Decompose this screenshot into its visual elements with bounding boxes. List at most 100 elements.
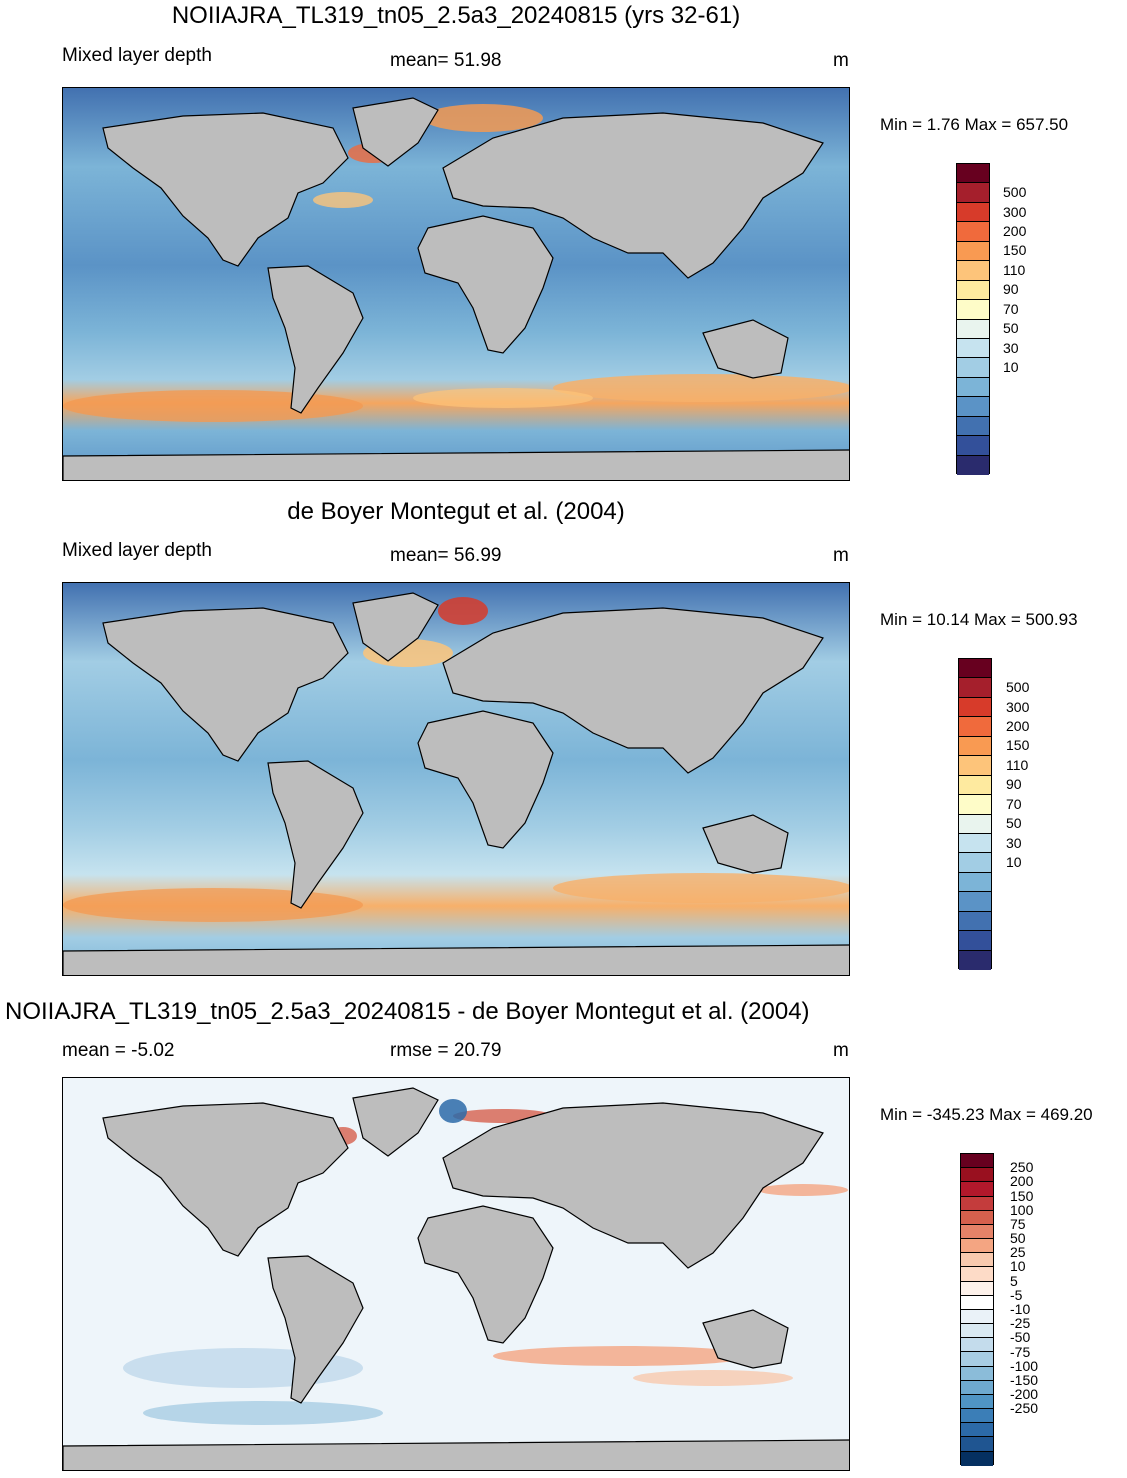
colorbar-swatch [961, 1281, 993, 1296]
panel1-gulf-stream [313, 192, 373, 208]
colorbar-tick-label: 50 [1003, 320, 1019, 337]
colorbar-tick-label: -200 [1010, 1386, 1039, 1403]
colorbar-swatch [957, 338, 989, 359]
colorbar-swatch [957, 397, 989, 417]
colorbar-tick-label: -250 [1010, 1400, 1039, 1417]
colorbar-tick-label: 10 [1006, 854, 1022, 871]
panel1-mean-label: mean= 51.98 [390, 50, 502, 71]
colorbar-swatch [957, 222, 989, 242]
colorbar-swatch [959, 833, 991, 854]
colorbar-swatch [957, 280, 989, 301]
colorbar-swatch [961, 1239, 993, 1254]
colorbar-tick-label: 500 [1003, 184, 1027, 201]
panel3-mean-label: mean = -5.02 [62, 1040, 175, 1061]
colorbar-swatch [961, 1168, 993, 1183]
colorbar-tick-label: 30 [1003, 339, 1019, 356]
colorbar-swatch [959, 853, 991, 873]
panel3-southern-negative [143, 1401, 383, 1425]
colorbar-swatch [961, 1154, 993, 1169]
colorbar-tick-label: 300 [1006, 698, 1030, 715]
colorbar-swatch [961, 1253, 993, 1268]
colorbar-swatch [961, 1366, 993, 1381]
colorbar-tick-label: 75 [1010, 1215, 1026, 1232]
colorbar-tick-label: 100 [1010, 1201, 1034, 1218]
panel3-colorbar [960, 1153, 994, 1466]
colorbar-swatch [961, 1267, 993, 1282]
colorbar-swatch [959, 717, 991, 737]
colorbar-swatch [959, 872, 991, 893]
colorbar-swatch [957, 183, 989, 203]
colorbar-swatch [959, 775, 991, 796]
colorbar-tick-label: 250 [1010, 1159, 1034, 1176]
panel3-south-indian-positive [493, 1346, 753, 1366]
colorbar-swatch [961, 1409, 993, 1424]
colorbar-tick-label: 110 [1003, 261, 1026, 278]
colorbar-tick-label: 70 [1006, 795, 1022, 812]
colorbar-swatch [957, 202, 989, 223]
panel2-minmax: Min = 10.14 Max = 500.93 [880, 610, 1078, 629]
colorbar-swatch [959, 814, 991, 834]
panel3-greenland-sea-negative [439, 1099, 467, 1123]
colorbar-tick-label: 25 [1010, 1244, 1026, 1261]
colorbar-tick-label: 5 [1010, 1272, 1018, 1289]
colorbar-swatch [959, 950, 991, 970]
colorbar-swatch [961, 1394, 993, 1410]
panel2-units-label: m [833, 545, 849, 566]
colorbar-swatch [961, 1451, 993, 1466]
colorbar-tick-label: 200 [1003, 223, 1027, 240]
colorbar-swatch [957, 455, 989, 475]
colorbar-tick-label: -75 [1010, 1343, 1031, 1360]
panel3-kuroshio-positive [758, 1184, 848, 1196]
panel1-units-label: m [833, 50, 849, 71]
colorbar-swatch [961, 1352, 993, 1367]
colorbar-tick-label: 30 [1006, 834, 1022, 851]
colorbar-swatch [961, 1380, 993, 1395]
panel3-units-label: m [833, 1040, 849, 1061]
colorbar-tick-label: -50 [1010, 1329, 1031, 1346]
panel2-southern-band-west [63, 888, 363, 922]
panel1-southern-band-west [63, 390, 363, 422]
panel2-southern-band-east [553, 873, 849, 903]
colorbar-swatch [959, 911, 991, 932]
panel3-minmax: Min = -345.23 Max = 469.20 [880, 1105, 1093, 1124]
colorbar-swatch [961, 1224, 993, 1240]
panel1-map-canvas [63, 88, 849, 480]
colorbar-tick-label: 200 [1006, 718, 1030, 735]
panel3-land [63, 1087, 849, 1470]
panel1-colorbar [956, 163, 990, 475]
colorbar-tick-label: -100 [1010, 1357, 1039, 1374]
panel1-southern-band-mid [413, 388, 593, 408]
colorbar-swatch [959, 756, 991, 776]
colorbar-tick-label: -150 [1010, 1371, 1039, 1388]
colorbar-tick-label: 90 [1006, 776, 1022, 793]
panel3-title: NOIIAJRA_TL319_tn05_2.5a3_20240815 - de … [5, 998, 810, 1025]
colorbar-swatch [957, 319, 989, 339]
colorbar-swatch [957, 241, 989, 262]
colorbar-swatch [957, 436, 989, 456]
colorbar-tick-label: 70 [1003, 300, 1019, 317]
panel1-nordic-seas [423, 104, 543, 132]
colorbar-tick-label: 500 [1006, 679, 1030, 696]
colorbar-swatch [959, 892, 991, 912]
panel3-south-pacific-positive [633, 1370, 793, 1386]
panel1-variable-label: Mixed layer depth [62, 45, 212, 66]
panel1-southern-band-east [553, 374, 849, 402]
colorbar-swatch [961, 1423, 993, 1438]
panel1-land [63, 97, 849, 480]
colorbar-tick-label: 50 [1010, 1230, 1026, 1247]
panel2-colorbar [958, 658, 992, 970]
colorbar-swatch [957, 416, 989, 437]
panel2-mean-label: mean= 56.99 [390, 545, 502, 566]
colorbar-tick-label: -25 [1010, 1315, 1031, 1332]
colorbar-swatch [957, 358, 989, 378]
panel1-title: NOIIAJRA_TL319_tn05_2.5a3_20240815 (yrs … [171, 2, 741, 29]
colorbar-tick-label: 50 [1006, 815, 1022, 832]
colorbar-tick-label: 110 [1006, 756, 1029, 773]
colorbar-swatch [957, 377, 989, 398]
colorbar-swatch [961, 1196, 993, 1211]
colorbar-swatch [961, 1309, 993, 1325]
panel2-title: de Boyer Montegut et al. (2004) [287, 498, 625, 525]
colorbar-tick-label: -10 [1010, 1301, 1031, 1317]
colorbar-tick-label: 10 [1010, 1258, 1026, 1275]
panel1-map [62, 87, 850, 481]
